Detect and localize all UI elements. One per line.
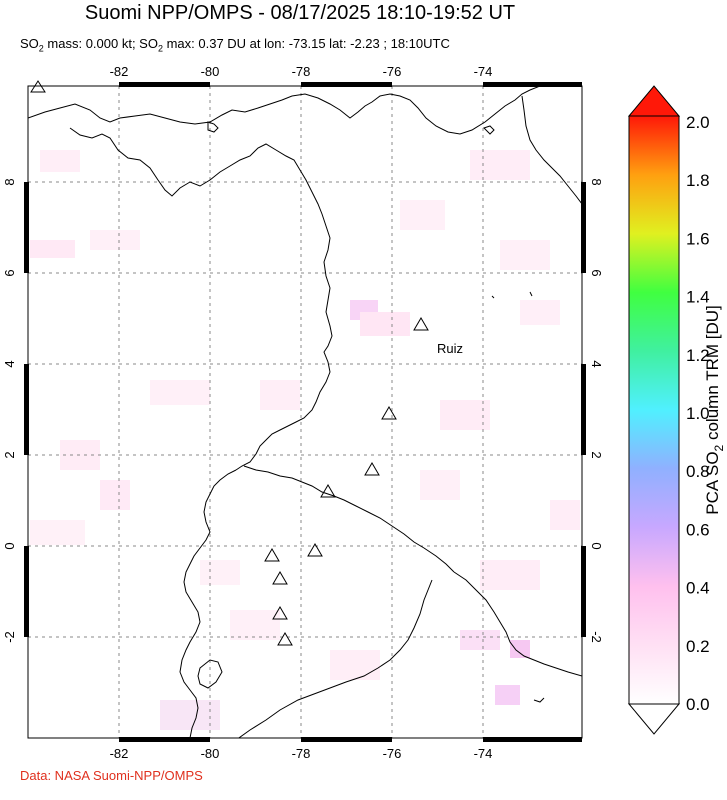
axis-bar-segment <box>483 82 582 87</box>
axis-bar-segment <box>581 364 586 455</box>
so2-pixels <box>30 150 580 730</box>
data-credit: Data: NASA Suomi-NPP/OMPS <box>20 768 203 783</box>
axis-bar-segment <box>119 82 210 87</box>
axis-bar-segment <box>301 737 392 742</box>
volcano-marker <box>272 571 288 585</box>
colorbar-tick-label: 0.6 <box>686 520 710 539</box>
colorbar-ticks: 2.0 1.8 1.6 1.4 1.2 1.0 0.8 0.6 0.4 0.2 0.0 <box>686 113 710 714</box>
axis-bar-segment <box>581 182 586 273</box>
colorbar-tick-label: 0.2 <box>686 637 710 656</box>
subtitle-rest: max: 0.37 DU at lon: -73.15 lat: -2.23 ;… <box>162 36 450 51</box>
colorbar-tick-label: 0.0 <box>686 695 710 714</box>
lat-tick: 4 <box>2 360 17 367</box>
colorbar-tick-label: 1.8 <box>686 171 710 190</box>
colorbar-label-prefix: PCA SO <box>703 451 722 514</box>
subtitle-mass: mass: 0.000 kt; SO <box>43 36 158 51</box>
map-area: Ruiz -82 -80 -78 -76 -74 -82 -80 -78 -76… <box>2 64 604 761</box>
lon-tick: -74 <box>474 64 493 79</box>
map-title: Suomi NPP/OMPS - 08/17/2025 18:10-19:52 … <box>84 2 516 24</box>
colorbar-tick-label: 0.4 <box>686 579 710 598</box>
colorbar-tick-label: 1.4 <box>686 288 710 307</box>
graticule <box>28 86 582 738</box>
lat-tick: 6 <box>589 269 604 276</box>
colorbar-gradient <box>628 115 680 705</box>
lat-tick: 4 <box>589 360 604 367</box>
colorbar-tick-label: 1.6 <box>686 229 710 248</box>
lat-tick: -2 <box>2 631 17 643</box>
subtitle-sub-2: 2 <box>157 43 163 54</box>
lon-tick: -82 <box>110 746 129 761</box>
volcano-marker <box>30 80 46 93</box>
lon-tick: -76 <box>383 746 402 761</box>
lon-tick: -82 <box>110 64 129 79</box>
lon-tick: -74 <box>474 746 493 761</box>
colorbar-tick-label: 0.8 <box>686 462 710 481</box>
lat-ticks-right: 8 6 4 2 0 -2 <box>589 178 604 642</box>
colorbar-label-suffix: column TRM [DU] <box>703 305 722 445</box>
lat-tick: 0 <box>2 542 17 549</box>
volcano-marker <box>264 548 280 562</box>
colorbar: 2.0 1.8 1.6 1.4 1.2 1.0 0.8 0.6 0.4 0.2 0.0 PCA SO… <box>627 85 726 735</box>
lat-ticks-left: 8 6 4 2 0 -2 <box>2 178 17 642</box>
volcano-marker <box>381 406 397 420</box>
map-subtitle: SO2 mass: 0.000 kt; SO2 max: 0.37 DU at … <box>20 36 450 54</box>
volcano-markers <box>30 80 429 646</box>
lat-tick: 2 <box>2 451 17 458</box>
volcano-marker <box>272 606 288 620</box>
volcano-marker-ruiz <box>413 317 429 331</box>
axis-bar-segment <box>24 364 29 455</box>
axis-bar-segment <box>581 546 586 637</box>
lon-tick: -80 <box>201 746 220 761</box>
volcano-marker <box>320 484 336 498</box>
volcano-marker <box>307 543 323 557</box>
colorbar-tick-label: 2.0 <box>686 113 710 132</box>
axis-bar-segment <box>301 82 392 87</box>
axis-bar-segment <box>483 737 582 742</box>
lat-tick: -2 <box>589 631 604 643</box>
subtitle-sub-1: 2 <box>38 43 44 54</box>
coastlines <box>28 86 582 738</box>
colorbar-label: PCA SO2 column TRM [DU] <box>703 305 726 515</box>
colorbar-tick-label: 1.0 <box>686 404 710 423</box>
lat-tick: 6 <box>2 269 17 276</box>
volcano-label-ruiz: Ruiz <box>437 341 463 356</box>
lat-tick: 2 <box>589 451 604 458</box>
axis-bar-segment <box>24 546 29 637</box>
lon-tick: -76 <box>383 64 402 79</box>
colorbar-label-sub: 2 <box>712 444 726 451</box>
colorbar-tick-label: 1.2 <box>686 346 710 365</box>
volcano-marker <box>277 632 293 646</box>
axis-bar-segment <box>119 737 210 742</box>
axis-bar-segment <box>24 182 29 273</box>
colorbar-max-arrow <box>627 85 681 117</box>
lat-tick: 8 <box>589 178 604 185</box>
lat-tick: 8 <box>2 178 17 185</box>
subtitle-prefix: SO <box>20 36 39 51</box>
lon-ticks-bottom: -82 -80 -78 -76 -74 <box>110 746 493 761</box>
volcano-marker <box>364 462 380 476</box>
lon-tick: -78 <box>292 746 311 761</box>
lat-tick: 0 <box>589 542 604 549</box>
axis-bars <box>24 82 586 742</box>
lon-tick: -78 <box>292 64 311 79</box>
lon-tick: -80 <box>201 64 220 79</box>
lon-ticks-top: -82 -80 -78 -76 -74 <box>110 64 493 79</box>
colorbar-min-arrow <box>627 703 681 735</box>
